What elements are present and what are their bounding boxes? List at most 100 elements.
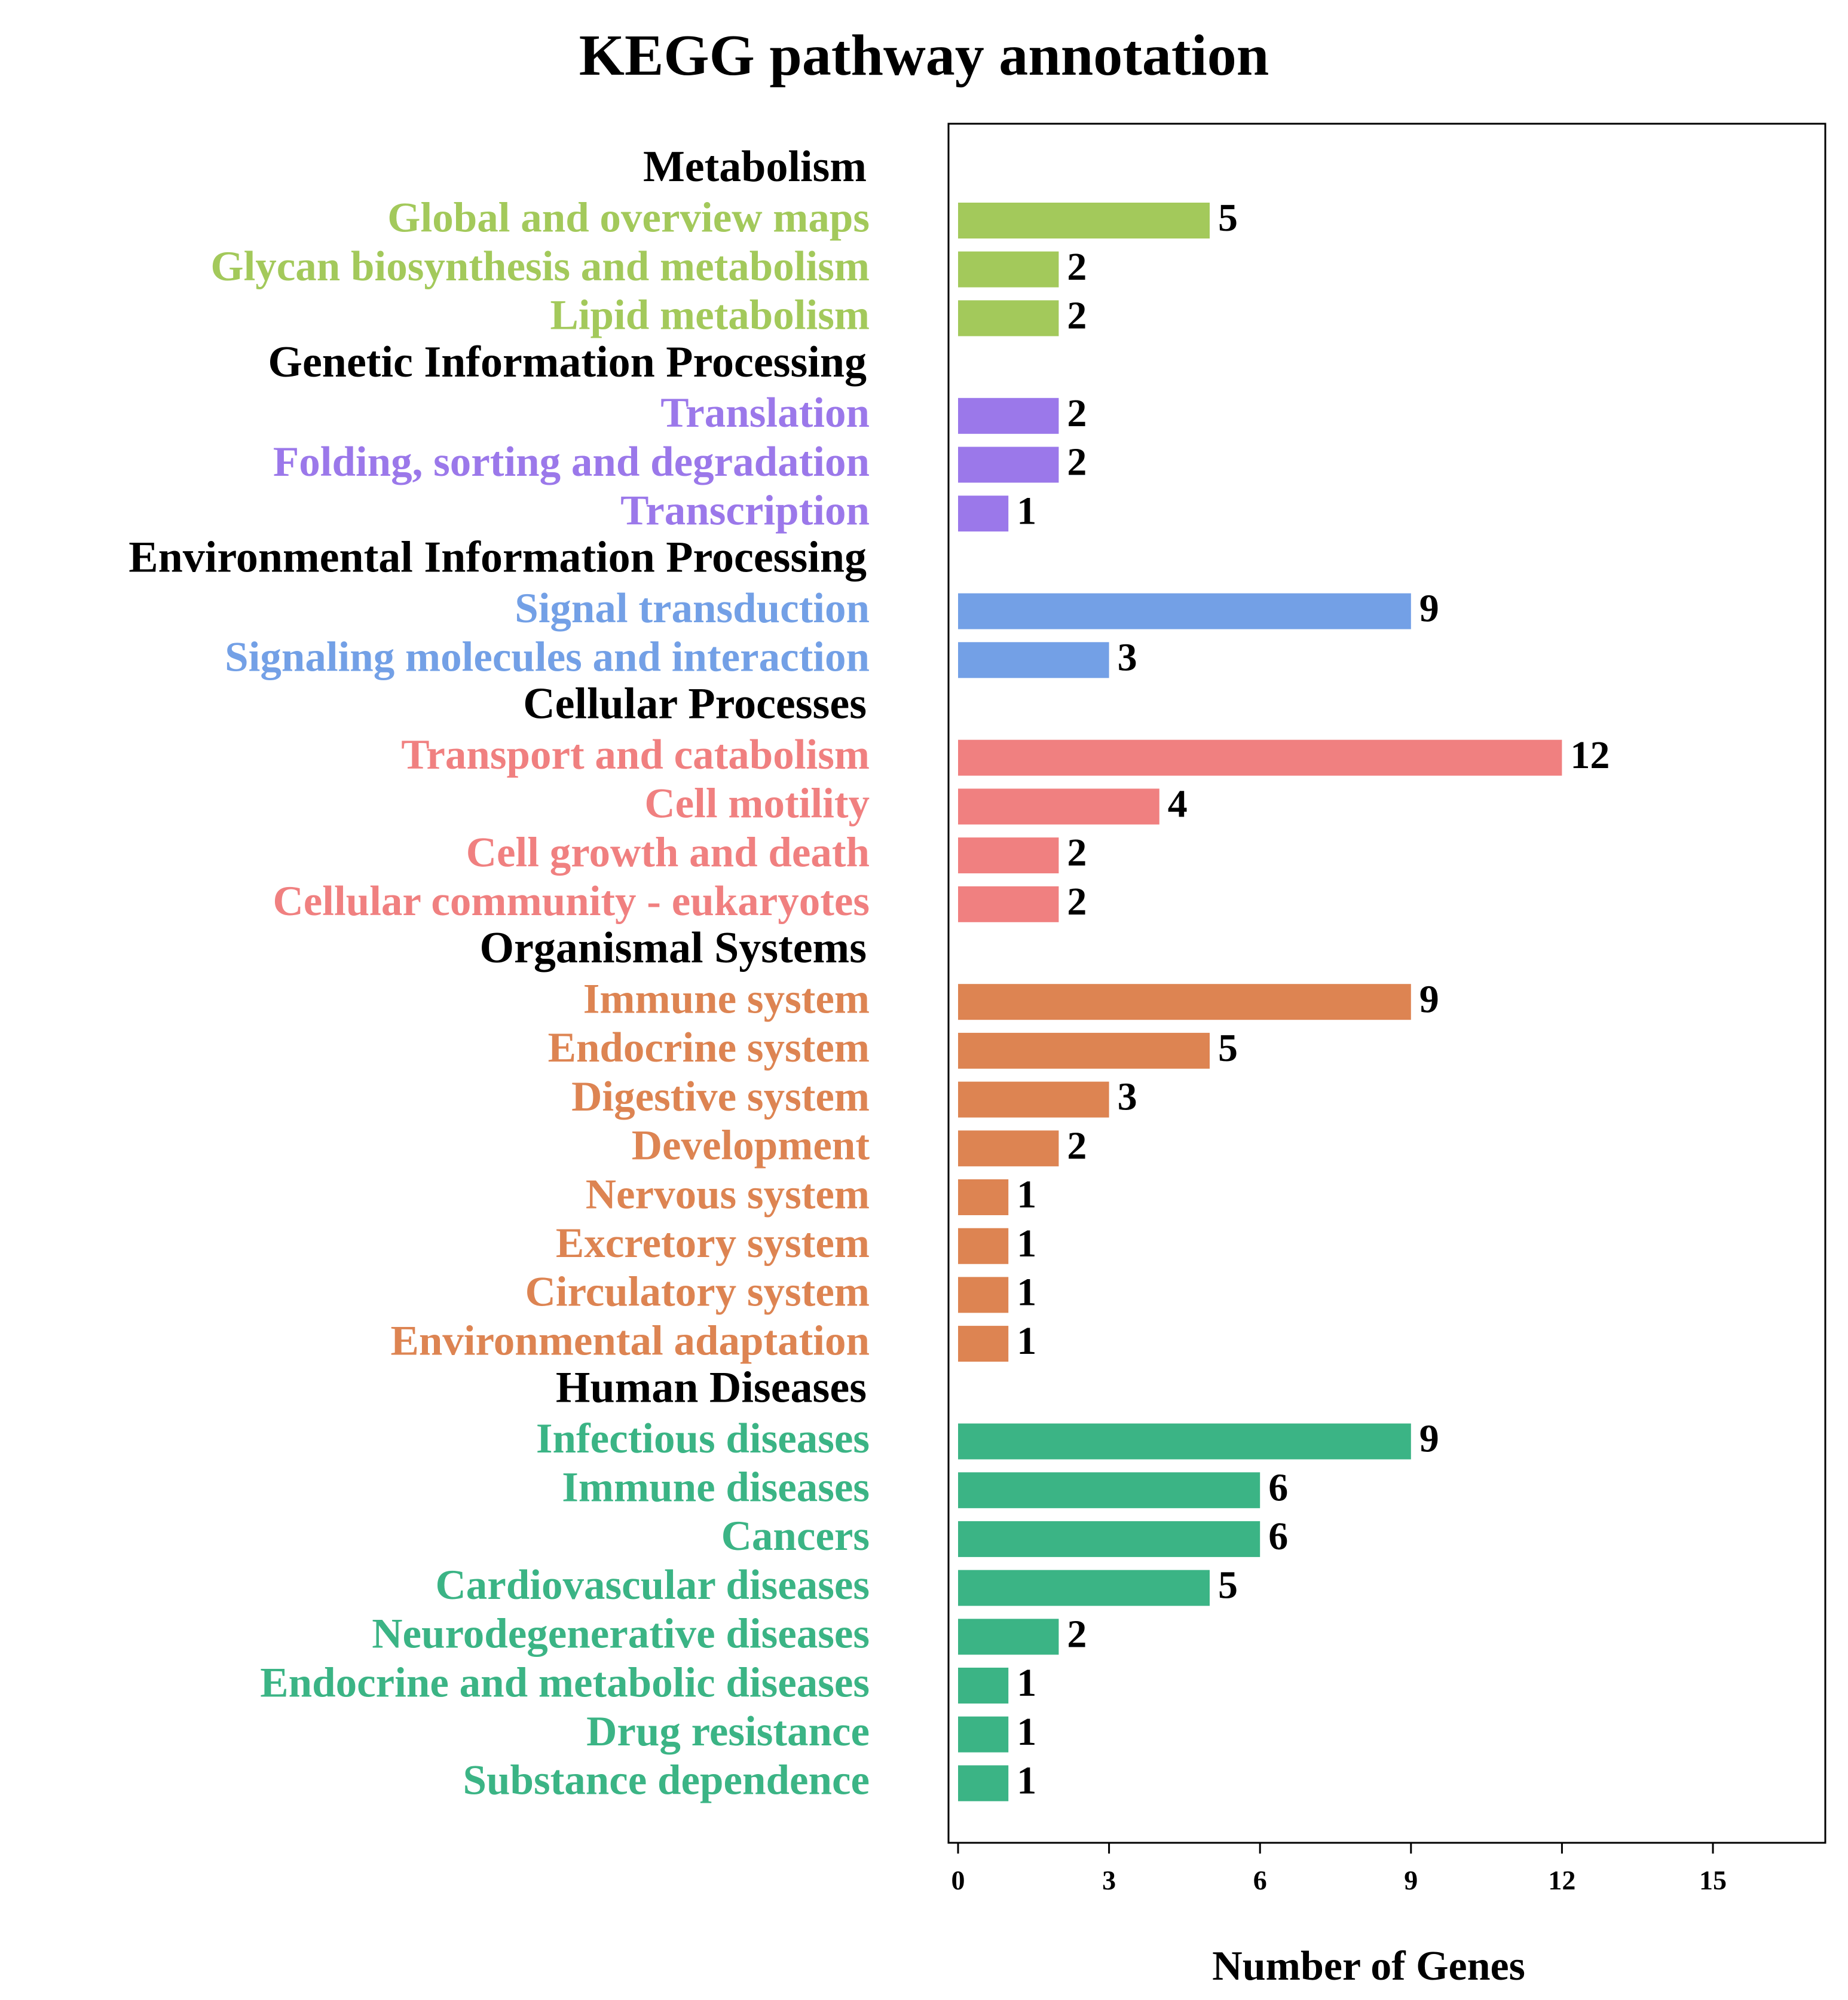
value-label-digestive-system: 3 — [1118, 1075, 1137, 1119]
category-label-signaling-molecules-and-interaction: Signaling molecules and interaction — [225, 634, 870, 681]
value-label-transport-and-catabolism: 12 — [1570, 733, 1610, 777]
value-label-circulatory-system: 1 — [1017, 1271, 1036, 1314]
bar-signaling-molecules-and-interaction — [958, 642, 1109, 678]
x-axis: 0 3 6 9 12 15 — [951, 1843, 1727, 1895]
category-label-endocrine-system: Endocrine system — [548, 1025, 870, 1071]
category-label-neurodegenerative-diseases: Neurodegenerative diseases — [372, 1611, 870, 1658]
category-label-cellular-community-eukaryotes: Cellular community - eukaryotes — [273, 878, 870, 925]
category-label-endocrine-and-metabolic-diseases: Endocrine and metabolic diseases — [260, 1659, 870, 1706]
category-label-cell-motility: Cell motility — [644, 781, 870, 827]
category-label-immune-diseases: Immune diseases — [562, 1464, 870, 1510]
value-label-environmental-adaptation: 1 — [1017, 1319, 1036, 1363]
group-label-organismal-systems: Organismal Systems — [480, 923, 867, 973]
bar-cell-growth-and-death — [958, 837, 1059, 874]
bar-transcription — [958, 496, 1009, 532]
bar-glycan-biosynthesis-and-metabolism — [958, 251, 1059, 288]
value-label-nervous-system: 1 — [1017, 1173, 1036, 1216]
bar-substance-dependence — [958, 1765, 1009, 1802]
bar-folding-sorting-and-degradation — [958, 447, 1059, 483]
category-label-immune-system: Immune system — [583, 975, 870, 1022]
bar-signal-transduction — [958, 593, 1411, 629]
bar-excretory-system — [958, 1228, 1009, 1264]
category-label-excretory-system: Excretory system — [556, 1220, 870, 1267]
group-label-cellular-processes: Cellular Processes — [523, 680, 867, 729]
category-label-nervous-system: Nervous system — [586, 1171, 870, 1218]
category-label-circulatory-system: Circulatory system — [525, 1269, 870, 1316]
value-label-substance-dependence: 1 — [1017, 1759, 1036, 1803]
bar-global-and-overview-maps — [958, 203, 1210, 238]
x-axis-label: Number of Genes — [1212, 1943, 1525, 1989]
bar-cellular-community-eukaryotes — [958, 886, 1059, 922]
bar-transport-and-catabolism — [958, 739, 1562, 776]
category-label-infectious-diseases: Infectious diseases — [536, 1415, 870, 1462]
value-label-immune-diseases: 6 — [1268, 1466, 1288, 1509]
bar-cell-motility — [958, 788, 1159, 825]
bar-circulatory-system — [958, 1277, 1009, 1313]
bar-development — [958, 1130, 1059, 1167]
bar-infectious-diseases — [958, 1423, 1411, 1460]
bar-endocrine-system — [958, 1032, 1210, 1069]
category-label-digestive-system: Digestive system — [571, 1074, 870, 1120]
category-label-cancers: Cancers — [721, 1513, 870, 1559]
bar-cardiovascular-diseases — [958, 1570, 1210, 1606]
category-label-signal-transduction: Signal transduction — [515, 585, 870, 632]
category-label-folding-sorting-and-degradation: Folding, sorting and degradation — [273, 439, 870, 485]
category-label-substance-dependence: Substance dependence — [463, 1757, 870, 1804]
category-label-transcription: Transcription — [620, 487, 870, 534]
value-label-lipid-metabolism: 2 — [1067, 294, 1087, 338]
bar-cancers — [958, 1521, 1260, 1557]
group-label-metabolism: Metabolism — [643, 142, 867, 191]
value-label-endocrine-system: 5 — [1218, 1026, 1238, 1070]
value-label-glycan-biosynthesis-and-metabolism: 2 — [1067, 245, 1087, 289]
category-label-drug-resistance: Drug resistance — [586, 1708, 870, 1755]
bar-nervous-system — [958, 1179, 1009, 1215]
bar-neurodegenerative-diseases — [958, 1619, 1059, 1655]
value-label-cell-growth-and-death: 2 — [1067, 831, 1087, 874]
x-tick-label-0: 0 — [951, 1865, 965, 1895]
category-label-lipid-metabolism: Lipid metabolism — [550, 292, 870, 339]
bar-translation — [958, 397, 1059, 434]
category-label-development: Development — [632, 1123, 870, 1169]
bars — [958, 203, 1562, 1802]
bar-lipid-metabolism — [958, 300, 1059, 337]
value-label-folding-sorting-and-degradation: 2 — [1067, 441, 1087, 484]
bar-immune-system — [958, 984, 1411, 1020]
category-label-global-and-overview-maps: Global and overview maps — [387, 194, 870, 241]
value-label-global-and-overview-maps: 5 — [1218, 196, 1238, 240]
value-label-cancers: 6 — [1268, 1515, 1288, 1558]
category-label-translation: Translation — [660, 390, 870, 436]
category-label-cardiovascular-diseases: Cardiovascular diseases — [436, 1562, 870, 1608]
value-label-development: 2 — [1067, 1124, 1087, 1167]
value-label-infectious-diseases: 9 — [1419, 1417, 1439, 1461]
bar-environmental-adaptation — [958, 1326, 1009, 1362]
value-label-immune-system: 9 — [1419, 977, 1439, 1021]
chart-title: KEGG pathway annotation — [579, 23, 1269, 88]
bar-drug-resistance — [958, 1716, 1009, 1753]
category-label-cell-growth-and-death: Cell growth and death — [466, 829, 870, 876]
value-label-cellular-community-eukaryotes: 2 — [1067, 880, 1087, 923]
value-label-signal-transduction: 9 — [1419, 587, 1439, 631]
value-label-translation: 2 — [1067, 392, 1087, 435]
category-label-environmental-adaptation: Environmental adaptation — [390, 1317, 870, 1364]
x-tick-label-6: 6 — [1253, 1865, 1267, 1895]
value-label-signaling-molecules-and-interaction: 3 — [1118, 635, 1137, 679]
bar-endocrine-and-metabolic-diseases — [958, 1668, 1009, 1704]
x-tick-label-9: 9 — [1404, 1865, 1418, 1895]
group-label-genetic-information-processing: Genetic Information Processing — [268, 338, 867, 387]
value-label-drug-resistance: 1 — [1017, 1710, 1036, 1754]
plot-frame — [947, 123, 1826, 1844]
bar-digestive-system — [958, 1081, 1109, 1118]
x-tick-label-3: 3 — [1102, 1865, 1116, 1895]
value-label-cardiovascular-diseases: 5 — [1218, 1564, 1238, 1607]
value-label-cell-motility: 4 — [1168, 782, 1188, 826]
category-label-glycan-biosynthesis-and-metabolism: Glycan biosynthesis and metabolism — [210, 243, 870, 290]
group-label-environmental-information-processing: Environmental Information Processing — [128, 533, 867, 582]
category-label-transport-and-catabolism: Transport and catabolism — [401, 732, 870, 778]
bar-immune-diseases — [958, 1472, 1260, 1509]
value-label-excretory-system: 1 — [1017, 1222, 1036, 1265]
value-label-endocrine-and-metabolic-diseases: 1 — [1017, 1661, 1036, 1705]
group-label-human-diseases: Human Diseases — [556, 1363, 867, 1412]
